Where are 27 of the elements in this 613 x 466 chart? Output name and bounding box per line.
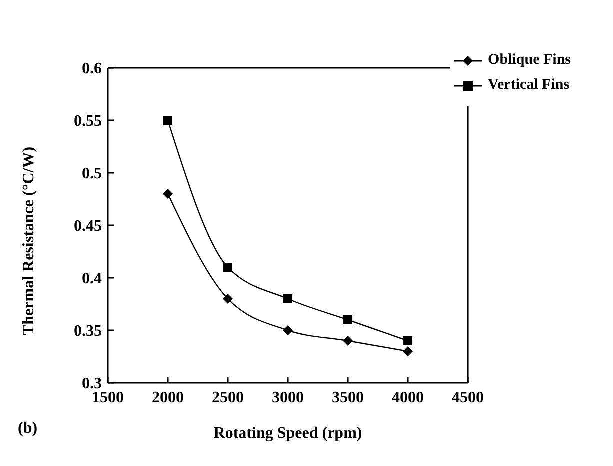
y-tick-label: 0.6	[82, 60, 102, 78]
text: (b)	[18, 420, 38, 438]
x-tick-label: 4500	[452, 389, 484, 406]
y-tick-label: 0.55	[74, 113, 102, 130]
x-tick-label: 3000	[272, 389, 304, 406]
point	[164, 116, 173, 125]
point	[223, 294, 234, 304]
point	[284, 294, 293, 304]
y-tick-label: 0.4	[82, 270, 102, 288]
x-axis-title: Rotating Speed (rpm)	[214, 425, 362, 442]
point	[404, 336, 413, 346]
point	[163, 189, 174, 199]
point	[283, 326, 294, 336]
x-tick-label: 4000	[392, 389, 424, 406]
point	[343, 336, 354, 346]
x-tick-label: 2500	[212, 389, 244, 406]
point	[344, 316, 353, 324]
legend-label: Vertical Fins	[488, 77, 570, 94]
x-tick-label: 2000	[152, 389, 184, 406]
y-axis-title: Thermal Resistance (°C/W)	[20, 146, 38, 336]
x-tick-label: 3500	[332, 389, 364, 406]
y-tick-label: 0.45	[74, 218, 102, 236]
point	[403, 346, 414, 356]
point	[224, 263, 233, 272]
y-tick-label: 0.5	[82, 166, 102, 183]
y-tick-label: 0.35	[74, 323, 102, 340]
legend-label: Oblique Fins	[488, 52, 571, 69]
